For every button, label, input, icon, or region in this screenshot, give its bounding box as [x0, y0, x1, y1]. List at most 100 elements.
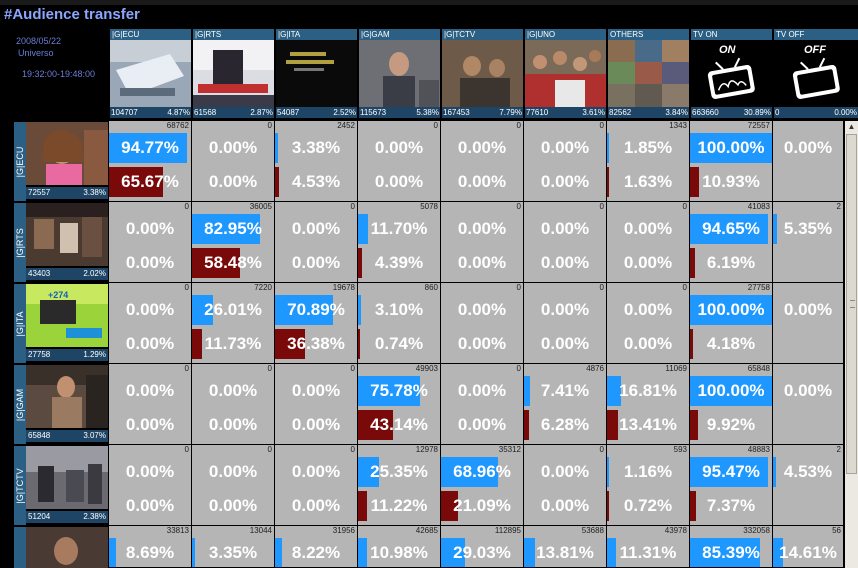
transfer-cell[interactable]: 0.00%: [773, 283, 843, 363]
transfer-cell[interactable]: 0 0.00% 0.00%: [607, 283, 689, 363]
transfer-bar-red: [690, 491, 696, 521]
transfer-cell[interactable]: 0 0.00% 0.00%: [275, 202, 357, 282]
transfer-pct-top: 0.00%: [374, 138, 424, 157]
transfer-cell[interactable]: 0 0.00% 0.00%: [109, 283, 191, 363]
channel-header-gam[interactable]: |G|GAM 115673 5.38%: [359, 29, 440, 120]
transfer-pct-bottom: 0.00%: [125, 334, 175, 353]
transfer-cell[interactable]: 27758 100.00% 4.18%: [690, 283, 772, 363]
transfer-cell[interactable]: 0 0.00% 0.00%: [275, 445, 357, 525]
transfer-bar-blue: [192, 214, 260, 244]
transfer-cell[interactable]: 13044 3.35%: [192, 526, 274, 567]
transfer-pct-top: 8.69%: [125, 543, 175, 562]
transfer-cell[interactable]: 0 0.00% 0.00%: [524, 283, 606, 363]
transfer-pct-top: 25.35%: [370, 462, 428, 481]
channel-header-tv-on[interactable]: TV ON ON 663660 30.89%: [691, 29, 772, 120]
mosaic-image-icon: [608, 40, 689, 107]
transfer-cell[interactable]: 0 0.00% 0.00%: [192, 445, 274, 525]
transfer-cell[interactable]: 0 0.00% 0.00%: [358, 121, 440, 201]
transfer-cell[interactable]: 53688 13.81%: [524, 526, 606, 567]
transfer-cell[interactable]: 2452 3.38% 4.53%: [275, 121, 357, 201]
transfer-cell[interactable]: 0 0.00% 0.00%: [524, 445, 606, 525]
channel-header-rts[interactable]: |G|RTS 61568 2.87%: [193, 29, 274, 120]
transfer-cell[interactable]: 2 4.53%: [773, 445, 843, 525]
transfer-cell[interactable]: 2 5.35%: [773, 202, 843, 282]
transfer-pct-bottom: 0.00%: [291, 253, 341, 272]
channel-header-ecu[interactable]: |G|ECU 104707 4.87%: [110, 29, 191, 120]
transfer-cell[interactable]: 65848 100.00% 9.92%: [690, 364, 772, 444]
transfer-cell[interactable]: 31956 8.22%: [275, 526, 357, 567]
transfer-cell[interactable]: 0 0.00% 0.00%: [192, 364, 274, 444]
transfer-cell[interactable]: 41083 94.65% 6.19%: [690, 202, 772, 282]
transfer-pct-top: 0.00%: [457, 300, 507, 319]
channel-stats: 167453 7.79%: [442, 107, 523, 118]
vertical-scrollbar[interactable]: ▲: [845, 121, 858, 568]
transfer-cell[interactable]: 0 0.00% 0.00%: [524, 202, 606, 282]
transfer-cell[interactable]: 0.00%: [773, 121, 843, 201]
transfer-cell[interactable]: 0.00%: [773, 364, 843, 444]
scrollbar-thumb[interactable]: [846, 134, 857, 474]
cell-count: 0: [350, 445, 355, 454]
cell-count: 0: [599, 283, 604, 292]
transfer-cell[interactable]: 112895 29.03%: [441, 526, 523, 567]
transfer-pct-top: 0.00%: [125, 462, 175, 481]
transfer-cell[interactable]: 593 1.16% 0.72%: [607, 445, 689, 525]
transfer-cell[interactable]: 0 0.00% 0.00%: [109, 445, 191, 525]
cell-count: 41083: [747, 202, 770, 211]
studio-image-icon: [110, 40, 191, 107]
transfer-cell[interactable]: 35312 68.96% 21.09%: [441, 445, 523, 525]
transfer-cell[interactable]: 4876 7.41% 6.28%: [524, 364, 606, 444]
transfer-cell[interactable]: 332058 85.39%: [690, 526, 772, 567]
channel-header-uno[interactable]: |G|UNO 77610 3.61%: [525, 29, 606, 120]
crowd-image-icon: [525, 40, 606, 107]
transfer-pct-top: 0.00%: [125, 219, 175, 238]
row-thumbnail-ita: +274: [26, 284, 108, 347]
transfer-cell[interactable]: 5078 11.70% 4.39%: [358, 202, 440, 282]
transfer-pct-bottom: 0.00%: [208, 172, 258, 191]
svg-text:+274: +274: [48, 290, 68, 300]
transfer-pct-top: 100.00%: [697, 138, 765, 157]
transfer-pct-top: 26.01%: [204, 300, 262, 319]
channel-header-ita[interactable]: |G|ITA 54087 2.52%: [276, 29, 357, 120]
transfer-cell[interactable]: 19678 70.89% 36.38%: [275, 283, 357, 363]
channel-header-tctv[interactable]: |G|TCTV 167453 7.79%: [442, 29, 523, 120]
transfer-pct-bottom: 10.93%: [702, 172, 760, 191]
scroll-up-icon[interactable]: ▲: [845, 121, 858, 133]
transfer-cell[interactable]: 49903 75.78% 43.14%: [358, 364, 440, 444]
transfer-bar-red: [275, 167, 279, 197]
transfer-cell[interactable]: 33813 8.69%: [109, 526, 191, 567]
transfer-cell[interactable]: 0 0.00% 0.00%: [192, 121, 274, 201]
transfer-bar-red: [690, 410, 698, 440]
transfer-bar-red: [358, 491, 367, 521]
transfer-cell[interactable]: 11069 16.81% 13.41%: [607, 364, 689, 444]
transfer-cell[interactable]: 0 0.00% 0.00%: [441, 364, 523, 444]
channel-header-others[interactable]: OTHERS 82562 3.84%: [608, 29, 689, 120]
transfer-cell[interactable]: 1343 1.85% 1.63%: [607, 121, 689, 201]
channel-name: OTHERS: [608, 29, 689, 40]
cell-count: 65848: [747, 364, 770, 373]
transfer-cell[interactable]: 72557 100.00% 10.93%: [690, 121, 772, 201]
cell-count: 0: [682, 283, 687, 292]
transfer-cell[interactable]: 42685 10.98%: [358, 526, 440, 567]
transfer-cell[interactable]: 0 0.00% 0.00%: [607, 202, 689, 282]
transfer-cell[interactable]: 0 0.00% 0.00%: [275, 364, 357, 444]
cell-count: 0: [184, 202, 189, 211]
transfer-cell[interactable]: 36005 82.95% 58.48%: [192, 202, 274, 282]
transfer-cell[interactable]: 0 0.00% 0.00%: [441, 202, 523, 282]
transfer-cell[interactable]: 0 0.00% 0.00%: [441, 121, 523, 201]
transfer-bar-blue: [607, 538, 616, 567]
transfer-bar-blue: [524, 376, 530, 406]
transfer-cell[interactable]: 48883 95.47% 7.37%: [690, 445, 772, 525]
transfer-bar-blue: [607, 376, 621, 406]
transfer-cell[interactable]: 7220 26.01% 11.73%: [192, 283, 274, 363]
transfer-cell[interactable]: 0 0.00% 0.00%: [441, 283, 523, 363]
transfer-cell[interactable]: 0 0.00% 0.00%: [109, 202, 191, 282]
transfer-cell[interactable]: 12978 25.35% 11.22%: [358, 445, 440, 525]
transfer-cell[interactable]: 43978 11.31%: [607, 526, 689, 567]
transfer-cell[interactable]: 0 0.00% 0.00%: [524, 121, 606, 201]
transfer-cell[interactable]: 56 14.61%: [773, 526, 843, 567]
transfer-bar-blue: [690, 214, 768, 244]
transfer-cell[interactable]: 860 3.10% 0.74%: [358, 283, 440, 363]
transfer-cell[interactable]: 0 0.00% 0.00%: [109, 364, 191, 444]
transfer-cell[interactable]: 68762 94.77% 65.67%: [109, 121, 191, 201]
channel-header-tv-off[interactable]: TV OFF OFF 0 0.00%: [774, 29, 858, 120]
